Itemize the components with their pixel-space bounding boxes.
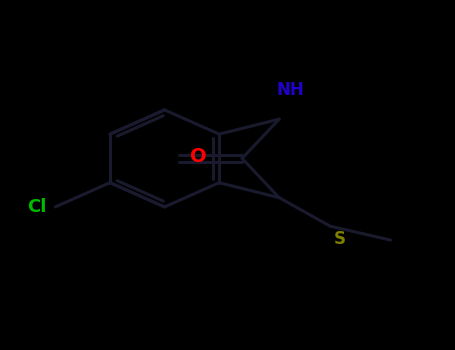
- Text: O: O: [190, 147, 207, 166]
- Text: NH: NH: [276, 81, 304, 99]
- Text: Cl: Cl: [27, 198, 46, 216]
- Text: S: S: [334, 230, 346, 248]
